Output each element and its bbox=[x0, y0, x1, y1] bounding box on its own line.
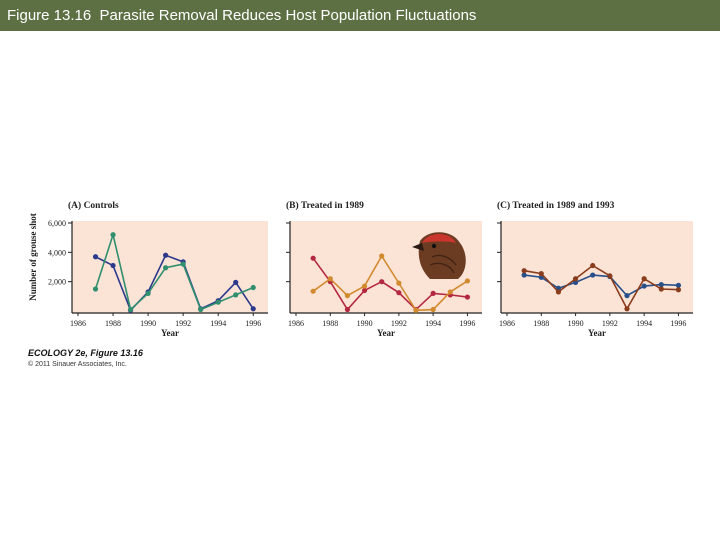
x-tick-label: 1996 bbox=[459, 319, 475, 328]
panel-title: (C) Treated in 1989 and 1993 bbox=[497, 200, 615, 211]
data-point bbox=[215, 299, 221, 305]
series-line-1 bbox=[95, 254, 254, 312]
data-point bbox=[233, 279, 239, 285]
data-point bbox=[658, 282, 664, 288]
data-point bbox=[624, 306, 630, 312]
x-tick-label: 1986 bbox=[288, 319, 304, 328]
figure-caption: ECOLOGY 2e, Figure 13.16 bbox=[28, 348, 143, 358]
data-point bbox=[92, 254, 99, 260]
grouse-head-illustration bbox=[412, 232, 466, 279]
x-tick-label: 1992 bbox=[602, 319, 618, 328]
data-point bbox=[641, 276, 647, 282]
data-point bbox=[396, 280, 402, 286]
data-point bbox=[590, 262, 596, 269]
x-tick-label: 1988 bbox=[105, 319, 121, 328]
data-point bbox=[464, 294, 471, 300]
x-tick-label: 1990 bbox=[568, 319, 584, 328]
figure-panels: (A) Controls 2,000 4,000 6,000 1986 1988 1990 1… bbox=[28, 200, 693, 338]
data-point bbox=[145, 290, 151, 296]
data-point bbox=[572, 276, 579, 282]
data-point bbox=[250, 284, 256, 291]
x-tick-label: 1986 bbox=[499, 319, 515, 328]
data-point bbox=[180, 261, 186, 267]
x-tick-label: 1990 bbox=[357, 319, 373, 328]
data-point bbox=[590, 272, 596, 278]
x-tick-label: 1996 bbox=[245, 319, 261, 328]
data-point bbox=[250, 306, 256, 312]
data-point bbox=[430, 290, 436, 296]
data-point bbox=[521, 268, 527, 274]
data-point bbox=[555, 289, 562, 295]
chart-panel-1: (A) Controls 2,000 4,000 6,000 1986 1988 1990 1… bbox=[28, 200, 268, 338]
y-tick-label: 4,000 bbox=[48, 248, 66, 257]
x-tick-label: 1992 bbox=[391, 319, 407, 328]
x-tick-label: 1994 bbox=[425, 319, 441, 328]
x-tick-label: 1992 bbox=[175, 319, 191, 328]
data-point bbox=[92, 286, 99, 292]
data-point bbox=[163, 265, 169, 271]
data-point bbox=[379, 279, 385, 285]
data-point bbox=[607, 273, 613, 279]
data-point bbox=[624, 293, 630, 299]
data-point bbox=[538, 271, 544, 277]
data-point bbox=[675, 282, 682, 288]
x-tick-label: 1996 bbox=[670, 319, 686, 328]
data-point bbox=[344, 306, 351, 313]
data-point bbox=[327, 276, 333, 282]
data-point bbox=[464, 278, 471, 284]
data-point bbox=[361, 283, 368, 289]
x-axis-label: Year bbox=[377, 328, 395, 338]
copyright-notice: © 2011 Sinauer Associates, Inc. bbox=[28, 361, 127, 368]
x-axis-label: Year bbox=[588, 328, 606, 338]
data-point bbox=[572, 279, 579, 285]
panel-title: (B) Treated in 1989 bbox=[286, 200, 364, 211]
data-point bbox=[344, 293, 351, 299]
data-point bbox=[413, 307, 419, 313]
chart-panel-3: (C) Treated in 1989 and 1993 1986 1988 1990… bbox=[497, 200, 693, 338]
x-tick-label: 1994 bbox=[636, 319, 652, 328]
series-line-2 bbox=[312, 254, 468, 312]
y-tick-label: 2,000 bbox=[48, 278, 66, 287]
title-bar: Figure 13.16 Parasite Removal Reduces Ho… bbox=[0, 0, 720, 31]
data-point bbox=[233, 292, 239, 298]
x-tick-label: 1986 bbox=[70, 319, 86, 328]
slide-title: Figure 13.16 Parasite Removal Reduces Ho… bbox=[7, 7, 477, 24]
y-axis-label: Number of grouse shot bbox=[28, 213, 38, 300]
data-point bbox=[396, 290, 402, 296]
plot-background bbox=[501, 221, 693, 313]
data-point bbox=[110, 232, 116, 238]
data-point bbox=[675, 287, 682, 293]
data-point bbox=[430, 306, 436, 313]
x-tick-label: 1988 bbox=[533, 319, 549, 328]
grouse-beak-shape bbox=[412, 243, 424, 251]
x-axis-label: Year bbox=[161, 328, 179, 338]
data-point bbox=[361, 287, 368, 294]
x-tick-label: 1988 bbox=[322, 319, 338, 328]
grouse-comb-shape bbox=[422, 234, 456, 243]
x-tick-label: 1994 bbox=[210, 319, 226, 328]
series-line-2 bbox=[524, 264, 679, 311]
data-point bbox=[447, 289, 453, 295]
grouse-eye-shape bbox=[431, 243, 437, 249]
data-point bbox=[127, 306, 134, 313]
grouse-feather-lines bbox=[429, 254, 457, 274]
data-point bbox=[658, 286, 664, 292]
series-line-2 bbox=[94, 231, 254, 312]
data-point bbox=[310, 288, 316, 294]
data-point bbox=[163, 252, 169, 258]
data-point bbox=[379, 253, 385, 259]
series-line-1 bbox=[312, 257, 468, 311]
panel-title: (A) Controls bbox=[68, 200, 119, 211]
data-point bbox=[521, 272, 527, 278]
x-tick-label: 1990 bbox=[140, 319, 156, 328]
data-point bbox=[641, 283, 647, 289]
data-point bbox=[310, 255, 316, 261]
data-point bbox=[198, 306, 204, 313]
data-point bbox=[110, 262, 116, 269]
y-tick-label: 6,000 bbox=[48, 219, 66, 228]
